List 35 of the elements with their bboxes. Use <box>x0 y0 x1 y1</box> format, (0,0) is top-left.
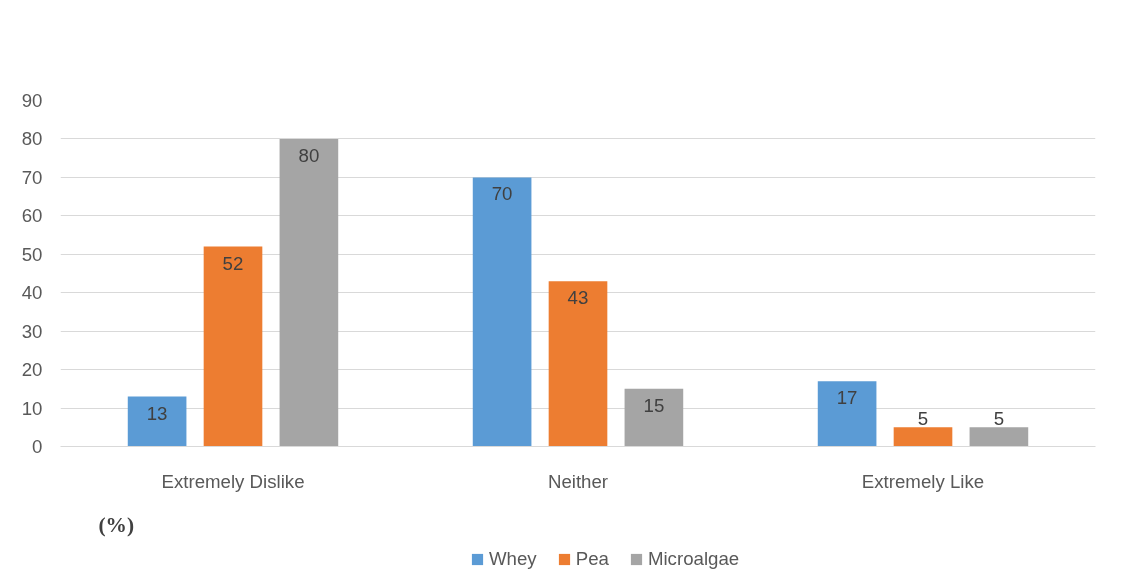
bar <box>127 396 187 447</box>
y-tick-label: 10 <box>21 397 43 419</box>
data-label: 15 <box>643 394 665 416</box>
x-tick-label: Extremely Dislike <box>161 470 305 492</box>
data-label: 70 <box>491 183 513 205</box>
x-tick-label: Extremely Like <box>861 470 985 492</box>
y-tick-label: 30 <box>21 320 43 342</box>
bar <box>472 177 532 447</box>
data-label: 80 <box>298 144 320 166</box>
x-tick-label: Neither <box>547 470 609 492</box>
y-tick-label: 60 <box>21 205 43 227</box>
bar <box>893 427 953 447</box>
text: (%) <box>98 512 135 537</box>
y-tick-label: 90 <box>21 90 43 111</box>
data-label: 13 <box>146 402 168 424</box>
data-label: 5 <box>917 408 929 430</box>
data-label: 52 <box>222 252 244 274</box>
bar <box>969 427 1029 447</box>
data-label: 5 <box>993 408 1005 430</box>
y-tick-label: 70 <box>21 166 43 188</box>
data-label: 17 <box>836 387 858 409</box>
data-label: 43 <box>567 287 589 309</box>
y-tick-label: 40 <box>21 282 43 304</box>
y-tick-label: 0 <box>32 436 43 457</box>
y-tick-label: 80 <box>21 128 43 150</box>
bar <box>279 138 339 447</box>
bar <box>203 246 263 447</box>
legend-label: Microalgae <box>647 548 740 570</box>
legend-label: Pea <box>575 548 609 570</box>
bar <box>624 388 684 447</box>
y-tick-label: 20 <box>21 359 43 381</box>
bar <box>548 281 608 447</box>
y-tick-label: 50 <box>21 243 43 265</box>
legend-label: Whey <box>489 548 537 570</box>
bar <box>817 381 877 447</box>
